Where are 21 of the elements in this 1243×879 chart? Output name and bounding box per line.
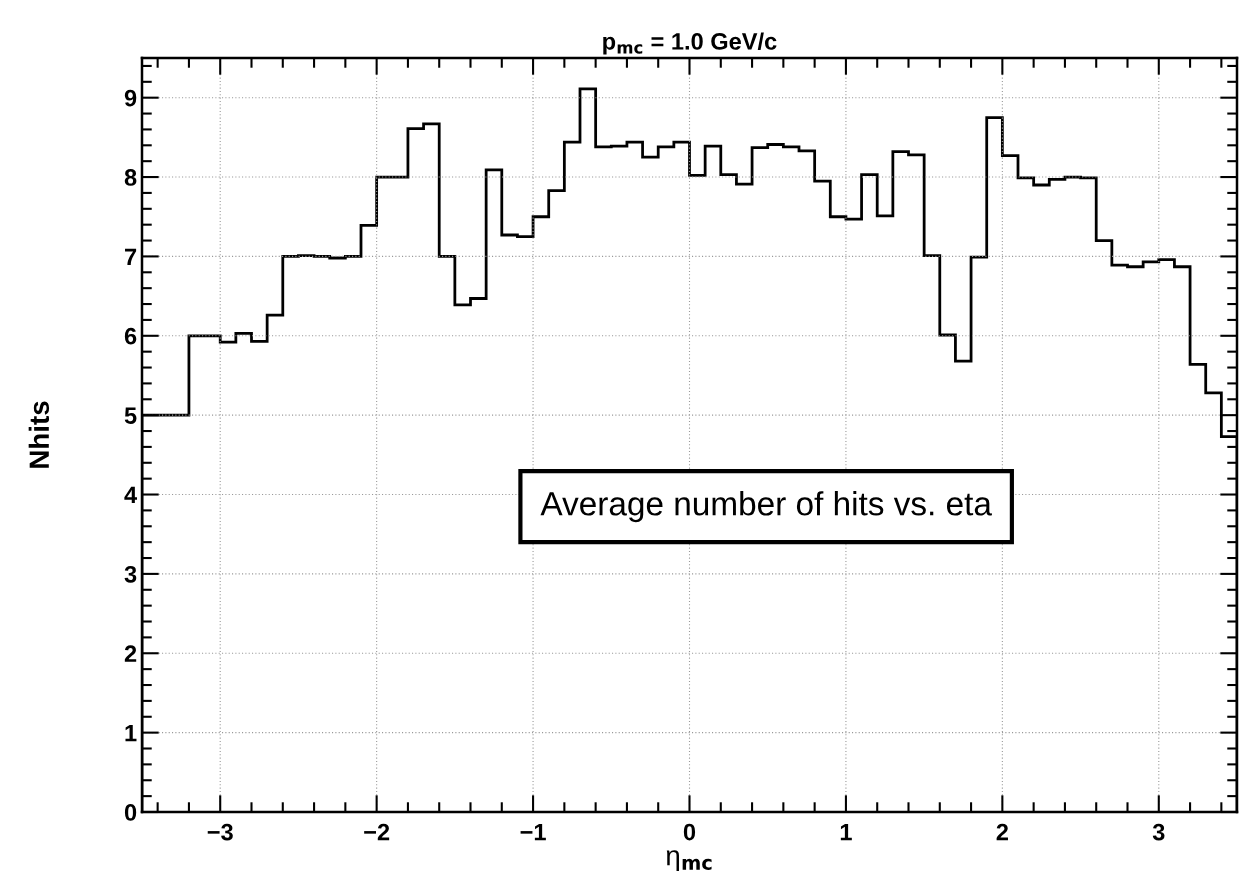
y-tick-label: 2 xyxy=(124,645,137,662)
annotation: Average number of hits vs. eta xyxy=(540,491,992,523)
x-tick-label: 0 xyxy=(683,823,696,841)
y-tick-label: 0 xyxy=(124,804,137,821)
y-tick-label: 1 xyxy=(125,724,137,742)
x-tick-label: 2 xyxy=(996,823,1008,841)
x-tick-label: −2 xyxy=(364,823,390,841)
chart-title: p$_{mc}$ = 1.0 GeV/c xyxy=(603,32,777,55)
x-tick-label: 3 xyxy=(1152,823,1165,841)
y-tick-label: 8 xyxy=(124,169,137,186)
y-tick-label: 9 xyxy=(124,89,137,107)
x-tick-label: −1 xyxy=(520,823,546,841)
y-tick-label: 6 xyxy=(124,327,137,345)
x-tick-label: −3 xyxy=(207,823,233,841)
x-axis-title: η$_{mc}$ xyxy=(666,850,712,871)
y-axis-title: Nhits xyxy=(28,401,50,468)
y-tick-label: 7 xyxy=(125,248,137,265)
y-tick-label: 5 xyxy=(124,407,137,424)
y-tick-label: 3 xyxy=(124,565,137,583)
y-tick-label: 4 xyxy=(124,486,138,504)
x-tick-label: 1 xyxy=(840,823,852,841)
